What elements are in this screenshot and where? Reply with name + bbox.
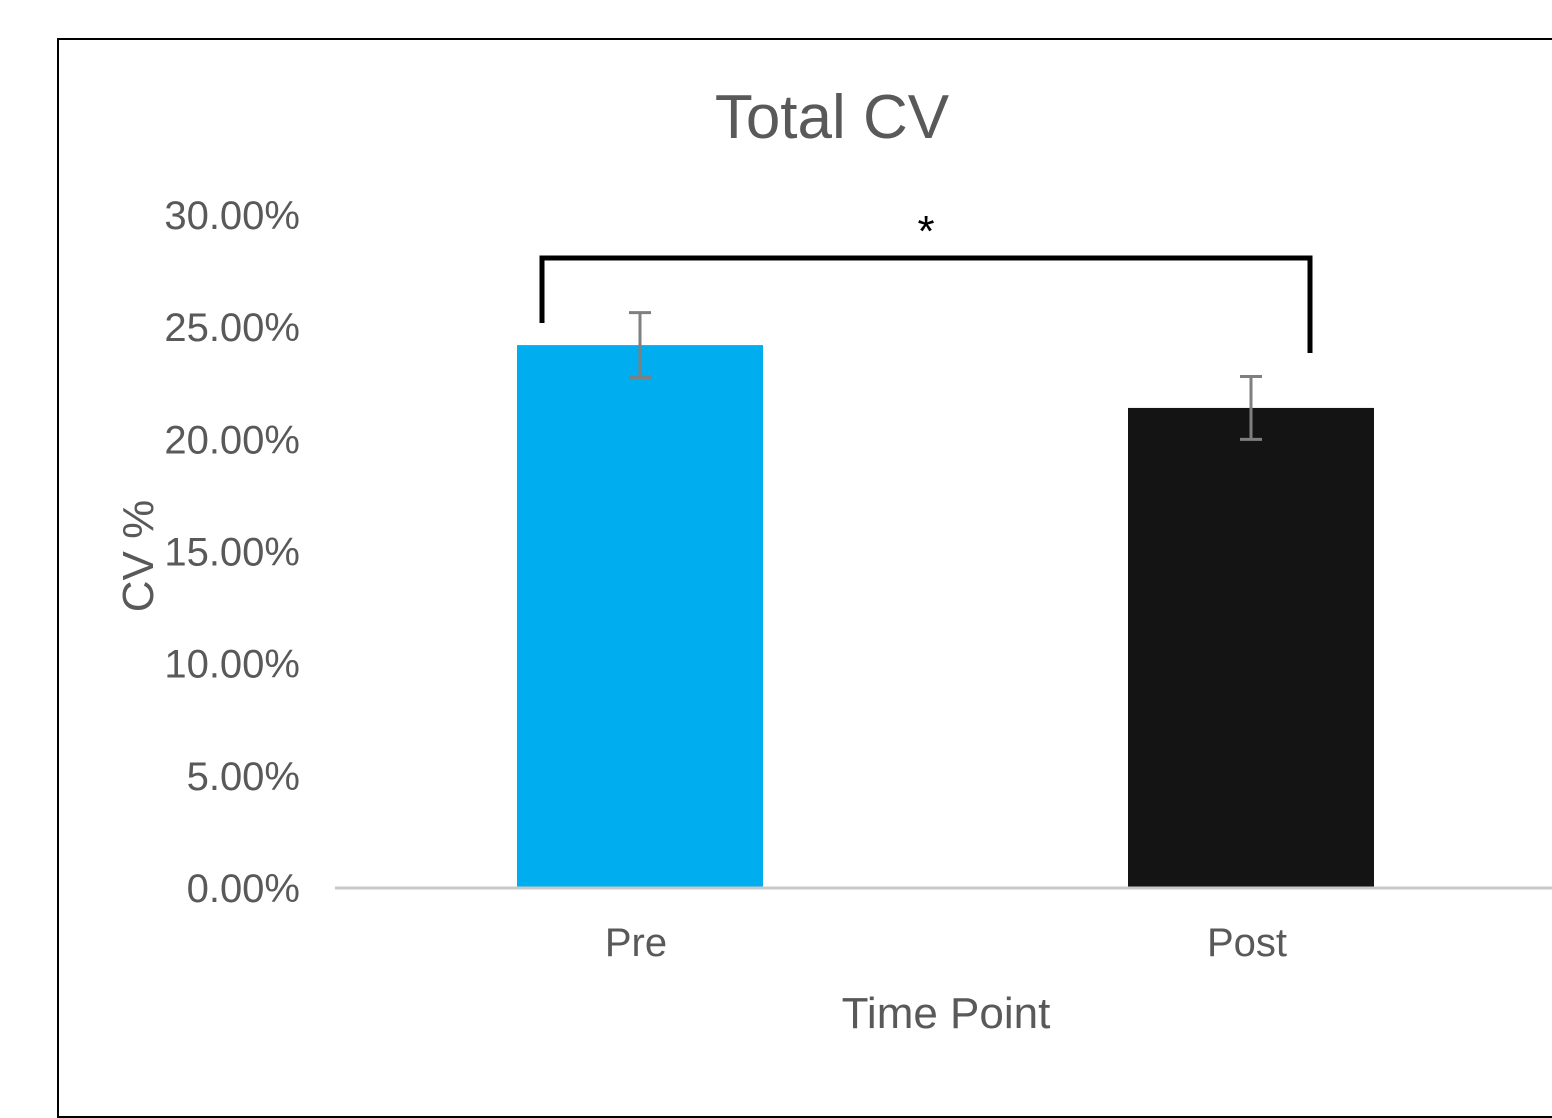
x-tick-label-pre: Pre	[605, 921, 667, 965]
error-bars	[629, 311, 1262, 441]
y-tick-label: 30.00%	[164, 194, 300, 238]
bar-chart: Total CV 0.00% 5.00% 10.00% 15.00% 20.00% 25.…	[114, 83, 1552, 1038]
bars	[517, 345, 1374, 888]
significance-bracket	[539, 255, 1313, 353]
y-tick-labels: 0.00% 5.00% 10.00% 15.00% 20.00% 25.00% 30.00%	[164, 194, 300, 911]
y-tick-label: 10.00%	[164, 643, 300, 687]
x-tick-label-post: Post	[1207, 921, 1287, 965]
significance-asterisk: *	[917, 207, 934, 256]
chart-title: Total CV	[715, 83, 950, 152]
y-tick-label: 0.00%	[187, 867, 300, 911]
y-tick-label: 15.00%	[164, 531, 300, 575]
error-bar-pre	[629, 311, 651, 380]
y-tick-label: 25.00%	[164, 306, 300, 350]
bar-post	[1128, 407, 1374, 888]
bar-pre	[517, 345, 763, 888]
y-axis-title: CV %	[114, 500, 163, 612]
x-tick-labels: Pre Post	[605, 921, 1287, 965]
error-bar-post	[1240, 375, 1262, 441]
y-tick-label: 5.00%	[187, 755, 300, 799]
x-axis-title: Time Point	[842, 989, 1051, 1038]
y-tick-label: 20.00%	[164, 418, 300, 462]
